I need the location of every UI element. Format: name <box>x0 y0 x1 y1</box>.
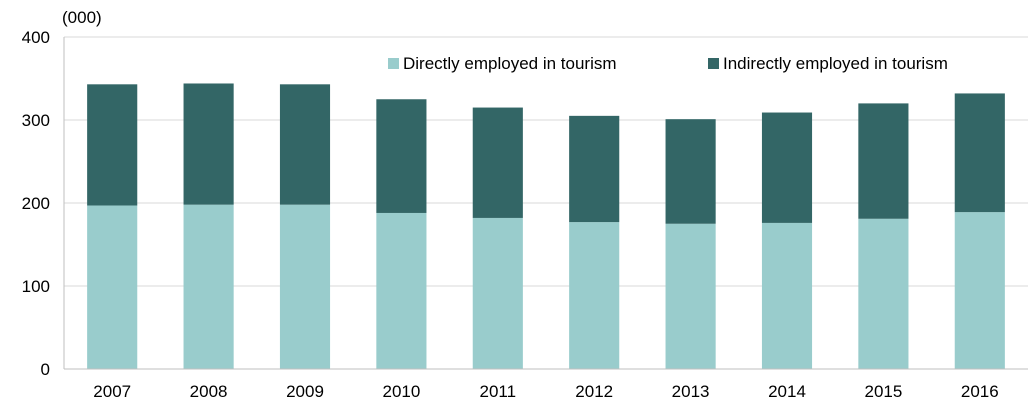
legend-swatch-direct <box>388 58 399 69</box>
bar-indirect-2009 <box>279 84 331 205</box>
legend: Directly employed in tourism Indirectly e… <box>388 54 948 73</box>
bar-direct-2012 <box>569 222 620 369</box>
bar-indirect-2008 <box>183 83 234 205</box>
bar-direct-2013 <box>665 223 716 369</box>
bar-indirect-2010 <box>376 99 427 213</box>
y-tick-label: 0 <box>41 360 50 379</box>
bar-direct-2009 <box>279 204 331 369</box>
bar-direct-2016 <box>954 212 1005 369</box>
bar-indirect-2013 <box>665 119 716 224</box>
x-tick-label: 2013 <box>672 382 710 401</box>
bars <box>87 83 1005 369</box>
y-tick-label: 400 <box>22 28 50 47</box>
bar-indirect-2015 <box>858 103 909 219</box>
bar-indirect-2011 <box>472 107 523 218</box>
bar-indirect-2007 <box>87 84 138 206</box>
bar-indirect-2012 <box>569 115 620 223</box>
x-tick-label: 2011 <box>480 382 517 401</box>
y-axis-unit-label: (000) <box>62 8 102 27</box>
bar-direct-2014 <box>761 222 813 369</box>
x-tick-label: 2010 <box>382 382 420 401</box>
bar-direct-2007 <box>87 205 138 369</box>
x-tick-label: 2014 <box>768 382 806 401</box>
x-tick-label: 2016 <box>961 382 999 401</box>
y-tick-label: 300 <box>22 111 50 130</box>
bar-direct-2015 <box>858 218 909 369</box>
bar-direct-2010 <box>376 212 427 369</box>
bar-direct-2008 <box>183 204 234 369</box>
bar-direct-2011 <box>472 217 523 369</box>
x-tick-label: 2012 <box>575 382 613 401</box>
y-tick-label: 100 <box>22 277 50 296</box>
y-tick-label: 200 <box>22 194 50 213</box>
x-tick-label: 2015 <box>864 382 902 401</box>
x-tick-label: 2009 <box>286 382 324 401</box>
legend-label-indirect: Indirectly employed in tourism <box>723 54 948 73</box>
axes: 0 100 200 300 400 2007 2008 2009 2010 2011 2012 201… <box>22 28 1028 401</box>
x-tick-label: 2008 <box>190 382 228 401</box>
bar-indirect-2014 <box>761 112 813 223</box>
x-tick-label: 2007 <box>93 382 131 401</box>
legend-swatch-indirect <box>708 58 719 69</box>
bar-indirect-2016 <box>954 93 1005 213</box>
legend-label-direct: Directly employed in tourism <box>403 54 617 73</box>
